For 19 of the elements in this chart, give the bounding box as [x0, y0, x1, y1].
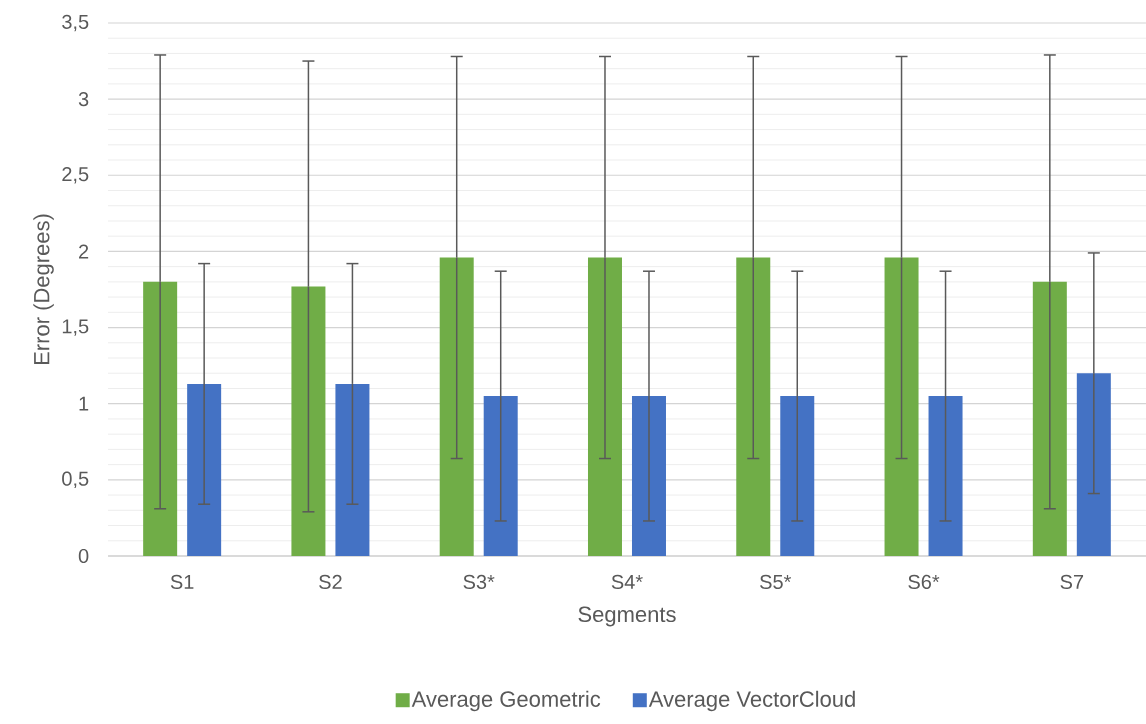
y-tick-label: 0: [78, 548, 89, 564]
x-tick-label: S2: [319, 574, 342, 590]
x-tick-label: S4*: [611, 574, 643, 590]
y-tick-label: 3: [78, 92, 89, 107]
y-tick-label: 0,5: [62, 471, 89, 489]
y-tick-label: 3,5: [62, 14, 89, 32]
x-tick-label: S5*: [760, 574, 792, 590]
x-tick-label: S1: [170, 574, 194, 590]
x-axis-title: Segments: [578, 606, 676, 627]
y-tick-label: 1: [79, 396, 89, 411]
y-tick-label: 2: [79, 244, 89, 259]
y-axis-title: Error (Degrees): [33, 214, 54, 365]
legend-label: Average Geometric: [411, 690, 601, 712]
x-tick-label: S3*: [463, 574, 495, 590]
y-tick-label: 2,5: [62, 167, 89, 184]
x-tick-label: S7: [1060, 574, 1084, 590]
y-tick-label: 1,5: [62, 319, 89, 336]
x-tick-label: S6*: [908, 574, 940, 590]
legend-label: Average VectorCloud: [648, 690, 855, 712]
